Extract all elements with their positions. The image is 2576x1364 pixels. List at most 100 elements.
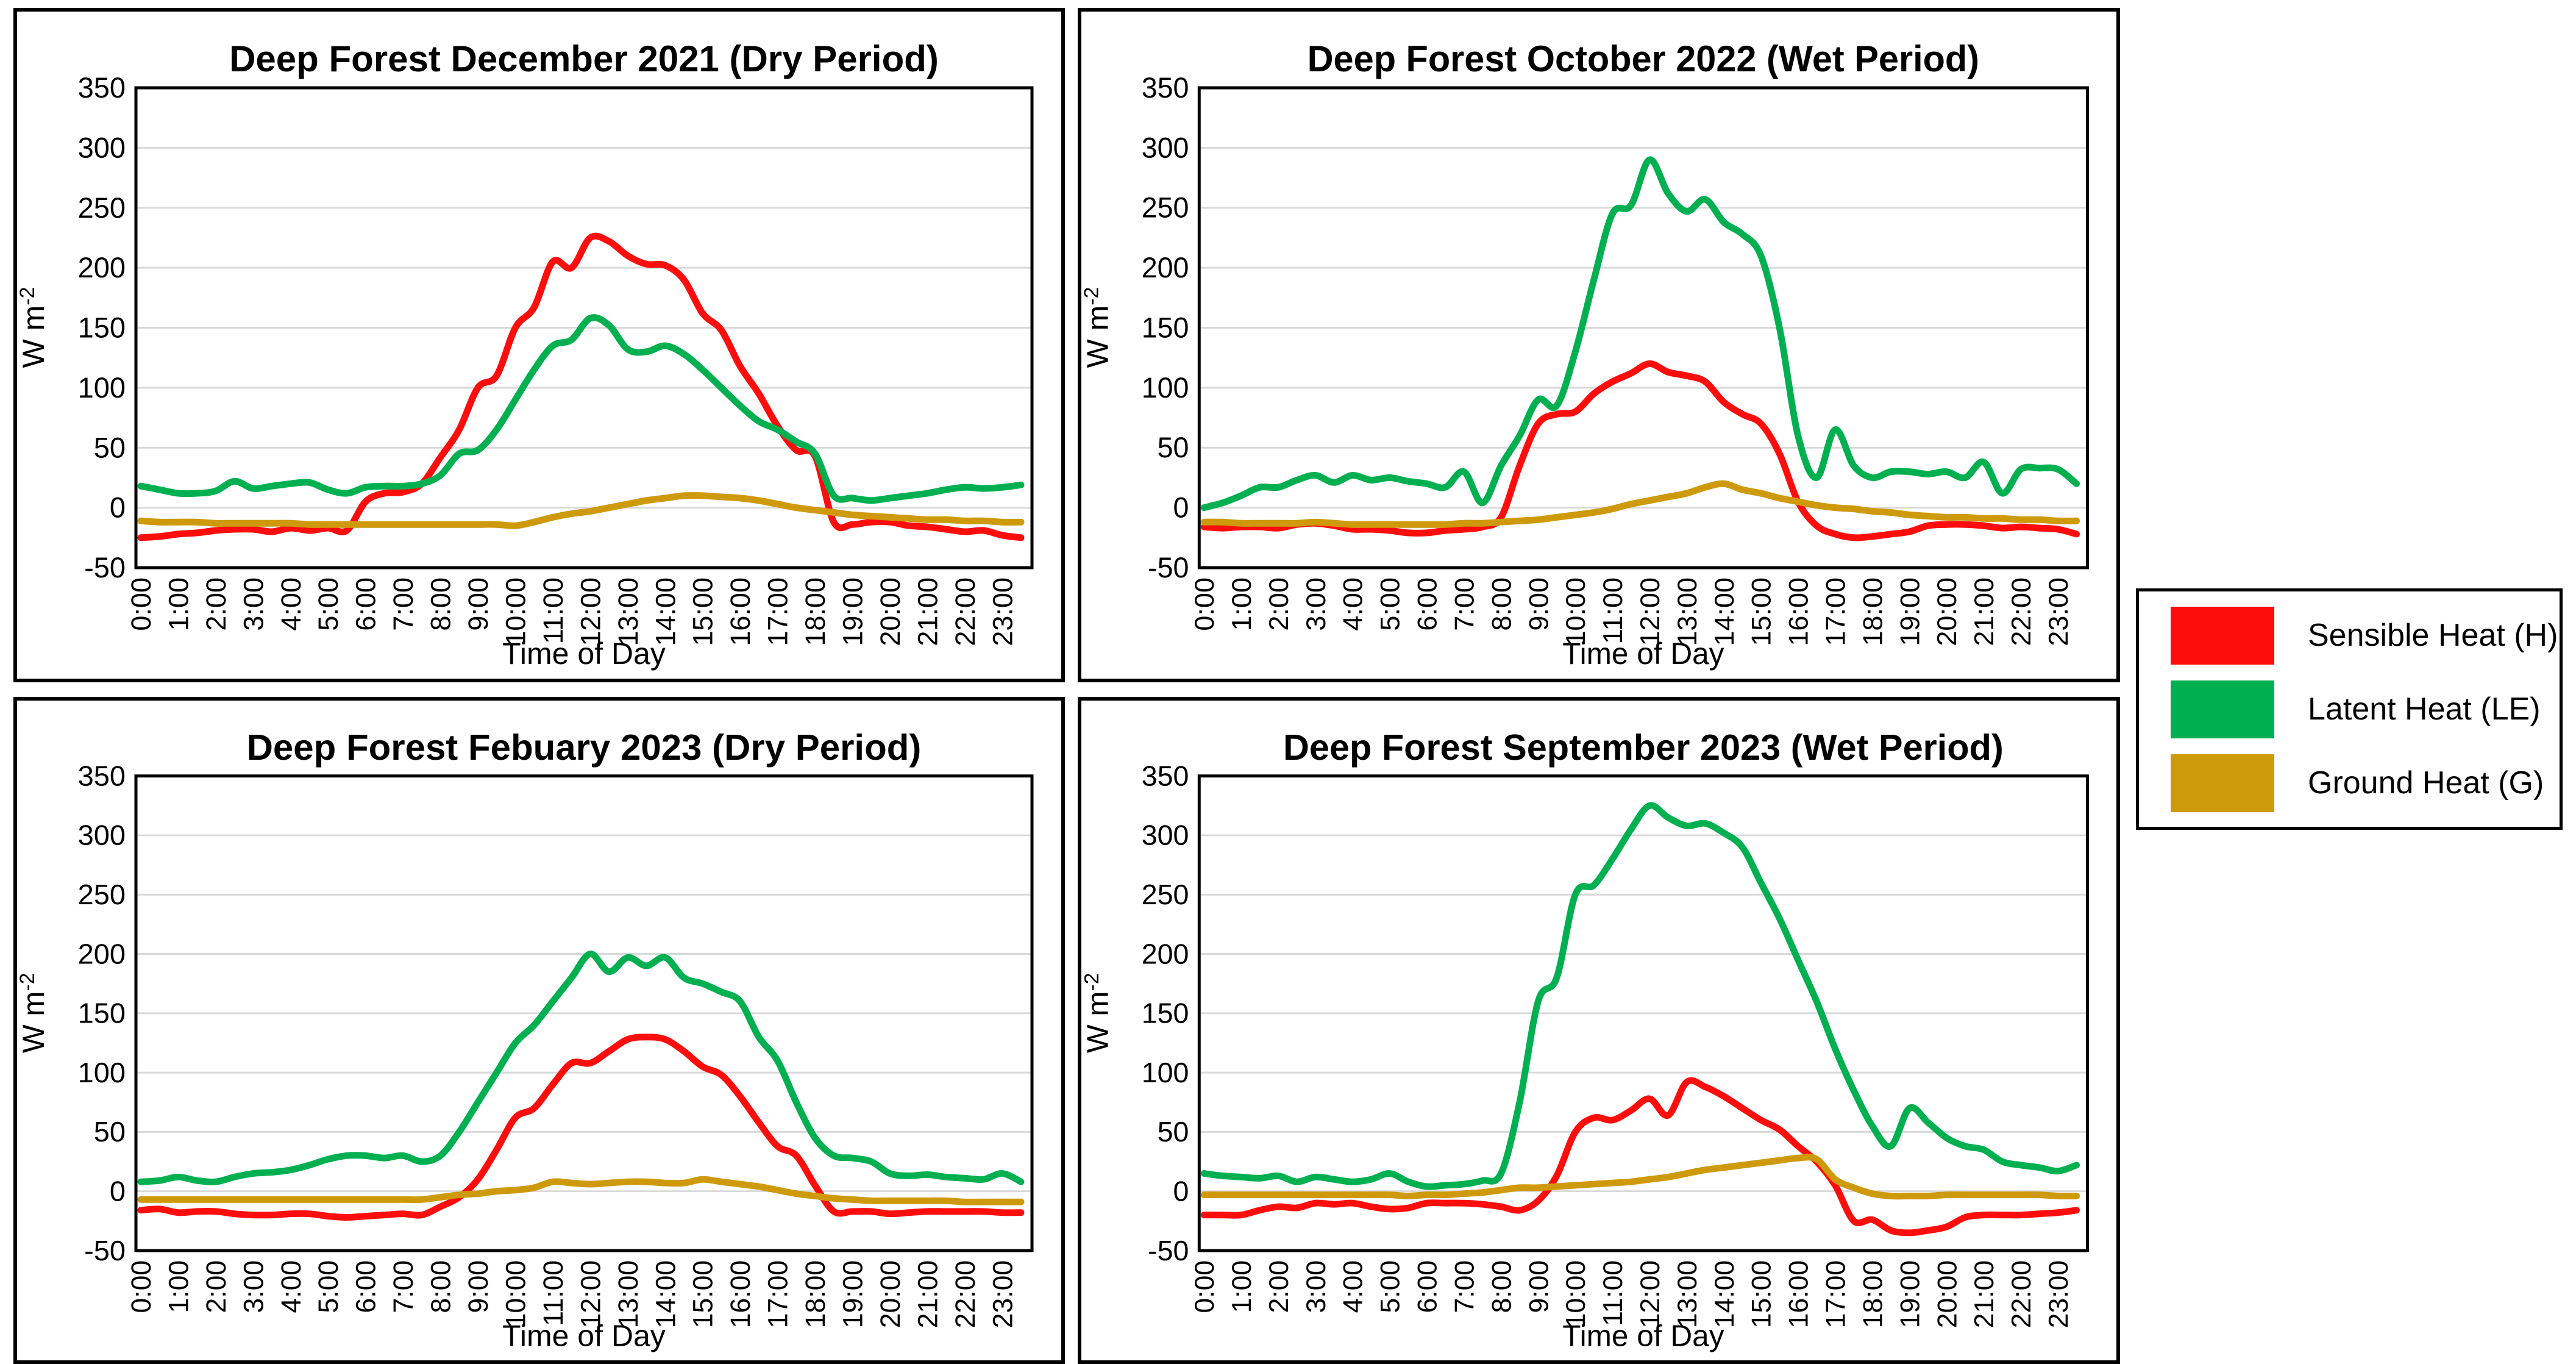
y-tick-label: -50 (1148, 552, 1189, 584)
x-tick-label: 17:00 (1821, 1260, 1851, 1328)
chart-panel-february-2023: Deep Forest Febuary 2023 (Dry Period) 350… (13, 697, 1065, 1364)
x-tick-label: 19:00 (1895, 577, 1926, 646)
chart-title: Deep Forest October 2022 (Wet Period) (1308, 38, 1979, 79)
series-line-latent-heat (1200, 802, 2080, 1190)
x-tick-label: 16:00 (725, 577, 756, 646)
y-tick-label: 350 (1142, 760, 1189, 792)
x-tick-label: 11:00 (538, 1260, 569, 1326)
x-tick-label: 9:00 (1524, 1260, 1554, 1313)
x-axis-title: Time of Day (502, 637, 666, 671)
x-tick-label: 20:00 (1932, 1260, 1962, 1328)
y-tick-label: 200 (1142, 252, 1189, 284)
x-tick-label: 13:00 (1672, 577, 1703, 646)
x-tick-label: 6:00 (1412, 1260, 1442, 1313)
series-line-ground-heat (1200, 1154, 2080, 1200)
x-tick-label: 14:00 (650, 577, 681, 646)
x-tick-label: 1:00 (163, 1260, 194, 1313)
x-tick-label: 14:00 (1710, 1260, 1740, 1328)
x-tick-label: 20:00 (1932, 577, 1962, 646)
legend-swatch-sensible-heat (2171, 606, 2274, 665)
x-tick-label: 11:00 (1598, 1260, 1628, 1326)
y-tick-label: 0 (110, 491, 126, 524)
x-tick-label: 18:00 (800, 1260, 831, 1328)
x-tick-label: 16:00 (1784, 1260, 1814, 1328)
x-tick-label: 19:00 (1895, 1260, 1925, 1328)
plot-border (1197, 774, 2089, 1252)
x-tick-label: 1:00 (1226, 577, 1257, 631)
x-tick-label: 15:00 (688, 577, 719, 646)
x-tick-label: 10:00 (500, 577, 531, 646)
y-tick-label: 50 (94, 1116, 126, 1148)
x-tick-label: 10:00 (1560, 577, 1591, 646)
x-tick-label: 17:00 (763, 577, 794, 646)
series-line-sensible-heat (1200, 1077, 2080, 1237)
x-tick-label: 12:00 (575, 1260, 606, 1328)
legend-label-sensible-heat: Sensible Heat (H) (2308, 618, 2558, 653)
series-line-sensible-heat (137, 232, 1025, 541)
y-axis-title: W m-2 (1081, 287, 1115, 368)
x-tick-label: 23:00 (987, 1260, 1018, 1328)
y-tick-label: 50 (1158, 1116, 1189, 1148)
y-tick-label: 250 (1142, 879, 1189, 910)
y-axis-title: W m-2 (17, 973, 51, 1054)
x-tick-label: 11:00 (1598, 577, 1628, 644)
y-tick-label: -50 (1148, 1235, 1189, 1266)
x-tick-label: 2:00 (1264, 1260, 1294, 1313)
y-tick-label: 150 (1142, 312, 1189, 343)
chart-panel-december-2021: Deep Forest December 2021 (Dry Period) 35… (13, 8, 1065, 682)
y-tick-label: 250 (78, 879, 126, 910)
x-tick-label: 2:00 (1264, 577, 1294, 631)
x-tick-label: 11:00 (538, 577, 569, 644)
x-tick-label: 2:00 (201, 577, 232, 631)
x-tick-label: 13:00 (613, 577, 644, 646)
x-tick-label: 20:00 (875, 1260, 906, 1328)
legend-label-latent-heat: Latent Heat (LE) (2308, 691, 2541, 727)
x-tick-label: 3:00 (238, 1260, 269, 1313)
x-tick-label: 22:00 (950, 577, 981, 646)
y-tick-label: 300 (1142, 132, 1189, 163)
series-line-latent-heat (137, 951, 1025, 1185)
legend-label-ground-heat: Ground Heat (G) (2308, 765, 2544, 801)
x-tick-label: 23:00 (2043, 577, 2074, 646)
x-tick-label: 17:00 (1821, 577, 1851, 646)
y-tick-label: 150 (78, 998, 126, 1029)
x-tick-label: 9:00 (1523, 577, 1554, 631)
series-line-latent-heat (137, 314, 1025, 504)
chart-title: Deep Forest Febuary 2023 (Dry Period) (247, 727, 922, 768)
legend-item-latent-heat: Latent Heat (LE) (2171, 680, 2560, 738)
x-tick-label: 3:00 (238, 577, 269, 631)
x-tick-label: 8:00 (1487, 1260, 1517, 1313)
x-tick-label: 7:00 (388, 577, 419, 631)
x-tick-label: 12:00 (1635, 1260, 1665, 1328)
x-tick-label: 19:00 (837, 577, 868, 646)
x-tick-label: 23:00 (987, 577, 1018, 646)
x-tick-label: 7:00 (388, 1260, 419, 1313)
x-tick-label: 8:00 (425, 1260, 456, 1313)
y-tick-label: 100 (1142, 1057, 1189, 1088)
x-tick-label: 2:00 (201, 1260, 232, 1313)
y-tick-label: 250 (78, 191, 126, 224)
x-tick-label: 19:00 (838, 1260, 868, 1328)
legend-item-sensible-heat: Sensible Heat (H) (2171, 606, 2560, 665)
x-tick-label: 5:00 (313, 1260, 344, 1313)
x-tick-label: 0:00 (126, 1260, 157, 1313)
x-tick-label: 16:00 (1784, 577, 1814, 646)
x-tick-label: 4:00 (1339, 1260, 1368, 1313)
plot-border (1197, 86, 2089, 570)
x-tick-label: 15:00 (1747, 1260, 1777, 1328)
x-tick-label: 4:00 (276, 1260, 307, 1313)
y-tick-label: 200 (78, 251, 126, 284)
x-tick-label: 22:00 (2006, 577, 2037, 646)
chart-december-2021: Deep Forest December 2021 (Dry Period) 35… (17, 38, 1034, 671)
y-tick-label: 300 (1142, 819, 1189, 851)
series-line-ground-heat (1200, 480, 2080, 528)
x-tick-label: 14:00 (650, 1260, 681, 1328)
series-line-ground-heat (137, 492, 1025, 529)
x-tick-label: 18:00 (1858, 1260, 1888, 1328)
y-tick-label: 350 (1142, 72, 1189, 104)
series-line-latent-heat (1200, 156, 2080, 512)
y-tick-label: 150 (1142, 998, 1189, 1029)
x-tick-label: 14:00 (1709, 577, 1740, 646)
y-tick-label: 350 (78, 760, 126, 792)
